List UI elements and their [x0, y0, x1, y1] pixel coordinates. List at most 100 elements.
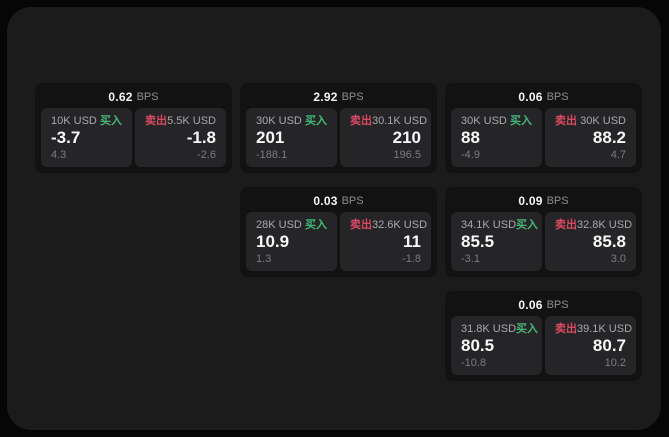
sell-size-label: 32.6K USD — [372, 219, 428, 231]
sell-size-label: 30.1K USD — [372, 115, 428, 127]
buy-price-value: 85.5 — [461, 232, 495, 252]
sell-price-value: 85.8 — [592, 232, 626, 252]
buy-tag: 买入 — [305, 219, 327, 231]
buy-panel[interactable]: 30K USD 买入 201 -188.1 — [246, 108, 337, 167]
buy-panel-top: 31.8K USD 买入 — [461, 323, 538, 335]
quote-card: 0.06 BPS 30K USD 买入 88 -4.9 卖出 30K USD 8… — [445, 83, 642, 173]
sell-panel[interactable]: 卖出 32.8K USD 85.8 3.0 — [545, 212, 636, 271]
bps-value: 0.06 — [518, 297, 543, 312]
sell-size-label: 32.8K USD — [577, 219, 633, 231]
buy-size-label: 30K USD — [256, 115, 302, 127]
sell-panel-top: 卖出 32.8K USD — [555, 219, 632, 231]
buy-tag: 买入 — [305, 115, 327, 127]
sell-size-label: 39.1K USD — [577, 323, 633, 335]
bps-header: 2.92 BPS — [240, 83, 437, 108]
buy-size-label: 10K USD — [51, 115, 97, 127]
sell-price-value: 11 — [403, 232, 421, 252]
buy-panel-top: 10K USD 买入 — [51, 115, 122, 127]
sell-size-label: 30K USD — [580, 115, 626, 127]
quote-card: 2.92 BPS 30K USD 买入 201 -188.1 卖出 30.1K … — [240, 83, 437, 173]
buy-delta-value: 4.3 — [51, 148, 67, 161]
sell-delta-value: -1.8 — [402, 252, 421, 265]
sell-panel[interactable]: 卖出 5.5K USD -1.8 -2.6 — [135, 108, 226, 167]
sell-price-value: -1.8 — [186, 128, 216, 148]
quote-card: 0.09 BPS 34.1K USD 买入 85.5 -3.1 卖出 32.8K… — [445, 187, 642, 277]
buy-delta-value: -10.8 — [461, 356, 487, 369]
quote-panels: 28K USD 买入 10.9 1.3 卖出 32.6K USD 11 -1.8 — [240, 212, 437, 277]
sell-tag: 卖出 — [555, 323, 577, 335]
quotes-grid: 0.62 BPS 10K USD 买入 -3.7 4.3 卖出 5.5K USD… — [35, 83, 642, 381]
sell-delta-value: -2.6 — [197, 148, 216, 161]
buy-price-value: -3.7 — [51, 128, 81, 148]
buy-panel-top: 30K USD 买入 — [256, 115, 327, 127]
buy-panel-top: 30K USD 买入 — [461, 115, 532, 127]
sell-tag: 卖出 — [350, 115, 372, 127]
sell-panel-top: 卖出 30.1K USD — [350, 115, 427, 127]
bps-value: 2.92 — [313, 89, 338, 104]
buy-panel-top: 28K USD 买入 — [256, 219, 327, 231]
quote-panels: 31.8K USD 买入 80.5 -10.8 卖出 39.1K USD 80.… — [445, 316, 642, 381]
quote-card: 0.03 BPS 28K USD 买入 10.9 1.3 卖出 32.6K US… — [240, 187, 437, 277]
sell-panel[interactable]: 卖出 30K USD 88.2 4.7 — [545, 108, 636, 167]
buy-size-label: 34.1K USD — [461, 219, 517, 231]
sell-delta-value: 4.7 — [610, 148, 626, 161]
bps-header: 0.62 BPS — [35, 83, 232, 108]
sell-panel-top: 卖出 32.6K USD — [350, 219, 427, 231]
sell-delta-value: 196.5 — [393, 148, 421, 161]
bps-value: 0.09 — [518, 193, 543, 208]
sell-panel[interactable]: 卖出 30.1K USD 210 196.5 — [340, 108, 431, 167]
sell-tag: 卖出 — [555, 115, 577, 127]
sell-panel-top: 卖出 30K USD — [555, 115, 626, 127]
sell-delta-value: 10.2 — [604, 356, 626, 369]
sell-panel-top: 卖出 39.1K USD — [555, 323, 632, 335]
buy-tag: 买入 — [510, 115, 532, 127]
buy-tag: 买入 — [516, 219, 539, 231]
buy-panel[interactable]: 30K USD 买入 88 -4.9 — [451, 108, 542, 167]
buy-delta-value: -3.1 — [461, 252, 480, 265]
buy-panel[interactable]: 28K USD 买入 10.9 1.3 — [246, 212, 337, 271]
bps-unit-label: BPS — [546, 90, 569, 103]
buy-size-label: 30K USD — [461, 115, 507, 127]
buy-panel[interactable]: 10K USD 买入 -3.7 4.3 — [41, 108, 132, 167]
buy-price-value: 88 — [461, 128, 480, 148]
buy-tag: 买入 — [516, 323, 539, 335]
bps-unit-label: BPS — [341, 90, 364, 103]
buy-panel-top: 34.1K USD 买入 — [461, 219, 538, 231]
bps-header: 0.06 BPS — [445, 83, 642, 108]
buy-panel[interactable]: 34.1K USD 买入 85.5 -3.1 — [451, 212, 542, 271]
quote-card: 0.06 BPS 31.8K USD 买入 80.5 -10.8 卖出 39.1… — [445, 291, 642, 381]
sell-tag: 卖出 — [145, 115, 167, 127]
bps-header: 0.03 BPS — [240, 187, 437, 212]
sell-panel-top: 卖出 5.5K USD — [145, 115, 216, 127]
bps-unit-label: BPS — [136, 90, 159, 103]
buy-delta-value: -188.1 — [256, 148, 288, 161]
buy-panel[interactable]: 31.8K USD 买入 80.5 -10.8 — [451, 316, 542, 375]
buy-price-value: 10.9 — [256, 232, 290, 252]
bps-unit-label: BPS — [546, 298, 569, 311]
sell-price-value: 88.2 — [592, 128, 626, 148]
sell-size-label: 5.5K USD — [167, 115, 216, 127]
buy-delta-value: 1.3 — [256, 252, 272, 265]
bps-value: 0.06 — [518, 89, 543, 104]
bps-value: 0.03 — [313, 193, 338, 208]
buy-size-label: 31.8K USD — [461, 323, 517, 335]
quote-panels: 10K USD 买入 -3.7 4.3 卖出 5.5K USD -1.8 -2.… — [35, 108, 232, 173]
buy-delta-value: -4.9 — [461, 148, 480, 161]
app-surface: 0.62 BPS 10K USD 买入 -3.7 4.3 卖出 5.5K USD… — [7, 7, 661, 430]
bps-value: 0.62 — [108, 89, 133, 104]
buy-tag: 买入 — [100, 115, 122, 127]
bps-unit-label: BPS — [341, 194, 364, 207]
quote-card: 0.62 BPS 10K USD 买入 -3.7 4.3 卖出 5.5K USD… — [35, 83, 232, 173]
sell-tag: 卖出 — [350, 219, 372, 231]
buy-size-label: 28K USD — [256, 219, 302, 231]
sell-panel[interactable]: 卖出 32.6K USD 11 -1.8 — [340, 212, 431, 271]
buy-price-value: 201 — [256, 128, 285, 148]
buy-price-value: 80.5 — [461, 336, 495, 356]
bps-header: 0.06 BPS — [445, 291, 642, 316]
sell-price-value: 80.7 — [592, 336, 626, 356]
sell-panel[interactable]: 卖出 39.1K USD 80.7 10.2 — [545, 316, 636, 375]
quote-panels: 30K USD 买入 201 -188.1 卖出 30.1K USD 210 1… — [240, 108, 437, 173]
bps-unit-label: BPS — [546, 194, 569, 207]
sell-tag: 卖出 — [555, 219, 577, 231]
sell-price-value: 210 — [392, 128, 421, 148]
